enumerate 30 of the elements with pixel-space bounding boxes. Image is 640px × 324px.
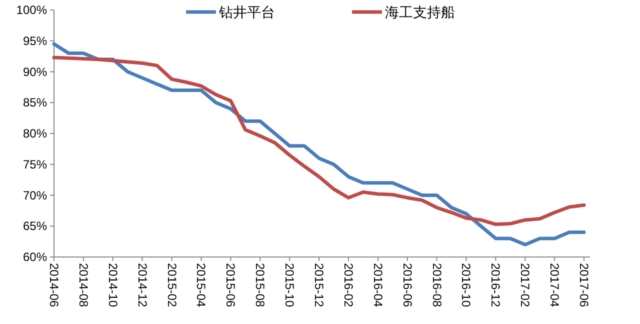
- x-tick-label: 2017-02: [518, 263, 532, 308]
- y-tick-label: 85%: [22, 96, 48, 110]
- x-tick-label: 2015-06: [224, 263, 238, 308]
- x-tick-label: 2016-10: [459, 263, 474, 308]
- x-tick-label: 2016-12: [488, 263, 503, 308]
- x-tick-label: 2015-02: [164, 263, 179, 308]
- y-tick-label: 100%: [16, 3, 48, 17]
- x-tick-label: 2017-06: [577, 263, 591, 308]
- x-tick-label: 2015-10: [282, 263, 297, 308]
- y-tick-label: 90%: [22, 64, 48, 79]
- x-tick-label: 2014-08: [76, 263, 90, 308]
- y-tick-label: 95%: [22, 34, 48, 48]
- x-tick-label: 2016-02: [341, 263, 356, 308]
- x-tick-label: 2016-04: [370, 263, 385, 308]
- legend-label: 钻井平台: [218, 4, 275, 20]
- y-tick-label: 60%: [22, 250, 48, 264]
- x-tick-label: 2014-10: [106, 263, 120, 308]
- x-tick-label: 2015-04: [194, 263, 208, 308]
- x-tick-label: 2014-06: [47, 263, 61, 308]
- x-tick-label: 2016-06: [400, 263, 414, 308]
- x-tick-label: 2015-08: [253, 263, 268, 308]
- y-tick-label: 80%: [22, 126, 48, 140]
- y-tick-label: 70%: [22, 188, 48, 202]
- x-tick-label: 2017-04: [548, 263, 562, 308]
- x-tick-label: 2014-12: [135, 263, 150, 308]
- x-tick-label: 2015-12: [312, 263, 326, 308]
- y-tick-label: 65%: [22, 219, 48, 234]
- legend-label: 海工支持船: [385, 4, 455, 20]
- x-tick-label: 2016-08: [430, 263, 444, 308]
- y-tick-label: 75%: [22, 157, 48, 172]
